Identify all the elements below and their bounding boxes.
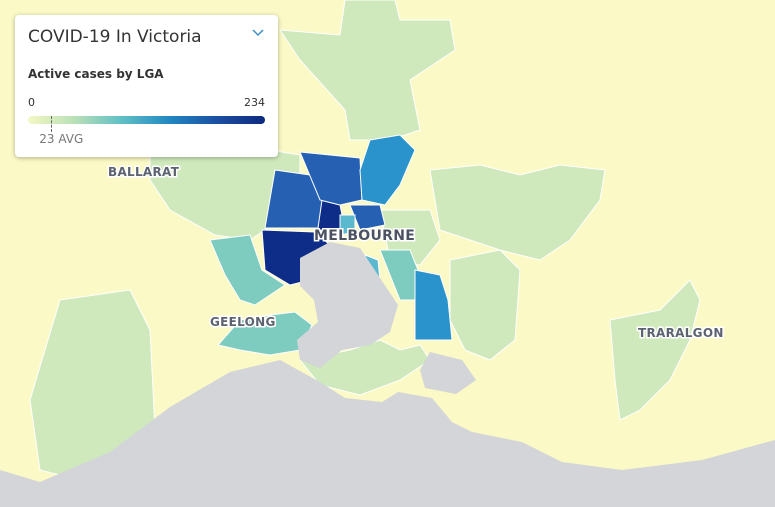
region xyxy=(609,279,701,421)
region xyxy=(414,269,453,341)
color-scale xyxy=(28,116,265,124)
legend-panel: COVID-19 In Victoria Active cases by LGA… xyxy=(15,15,278,157)
collapse-toggle[interactable] xyxy=(252,29,264,37)
region xyxy=(209,234,286,306)
avg-label: 23 AVG xyxy=(39,132,84,146)
panel-title: COVID-19 In Victoria xyxy=(28,27,202,47)
place-label: GEELONG xyxy=(210,315,276,329)
place-label: TRARALGON xyxy=(638,326,724,340)
region xyxy=(264,169,323,229)
region xyxy=(429,164,606,261)
place-label: BALLARAT xyxy=(108,165,180,179)
region xyxy=(149,139,301,241)
region xyxy=(349,204,386,231)
water xyxy=(0,242,775,507)
ocean xyxy=(0,360,775,507)
western-port xyxy=(420,352,476,394)
region xyxy=(299,151,363,206)
region xyxy=(449,249,521,361)
bay xyxy=(297,242,398,368)
region xyxy=(279,0,456,141)
region xyxy=(339,214,356,236)
place-label: MELBOURNE xyxy=(314,228,415,244)
panel-subtitle: Active cases by LGA xyxy=(28,67,164,81)
region xyxy=(359,134,416,206)
avg-marker xyxy=(51,116,53,132)
regions xyxy=(29,0,701,481)
legend-max: 234 xyxy=(244,96,265,109)
region xyxy=(217,311,313,356)
legend-min: 0 xyxy=(28,96,35,109)
